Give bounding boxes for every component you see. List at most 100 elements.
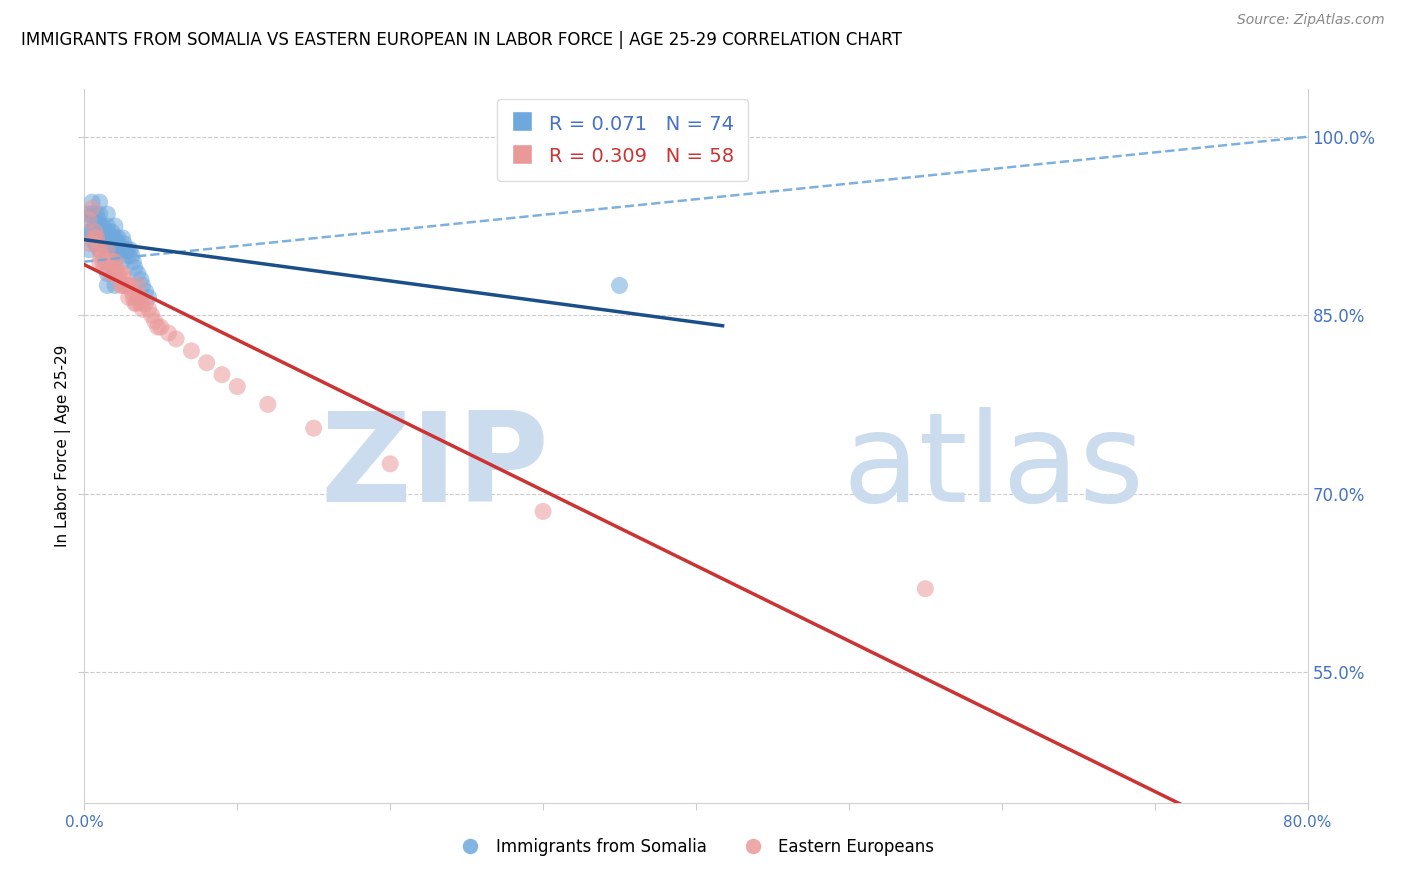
Point — [89, 243, 111, 257]
Point — [89, 243, 111, 257]
Point — [101, 236, 124, 251]
Point — [157, 326, 180, 340]
Point — [135, 285, 157, 299]
Point — [104, 243, 127, 257]
Point — [111, 267, 134, 281]
Point — [90, 236, 112, 251]
Point — [107, 243, 129, 257]
Point — [103, 231, 125, 245]
Point — [135, 296, 157, 310]
Point — [115, 243, 138, 257]
Point — [128, 290, 150, 304]
Point — [107, 267, 129, 281]
Point — [87, 231, 110, 245]
Point — [94, 225, 117, 239]
Point — [114, 278, 136, 293]
Point — [131, 278, 153, 293]
Point — [101, 254, 124, 268]
Point — [86, 231, 108, 245]
Point — [111, 231, 134, 245]
Point — [97, 225, 120, 239]
Point — [120, 243, 142, 257]
Point — [89, 219, 111, 233]
Point — [531, 504, 554, 518]
Point — [94, 254, 117, 268]
Point — [84, 236, 107, 251]
Point — [83, 225, 105, 239]
Legend: Immigrants from Somalia, Eastern Europeans: Immigrants from Somalia, Eastern Europea… — [451, 831, 941, 863]
Point — [127, 267, 149, 281]
Point — [96, 254, 118, 268]
Point — [94, 236, 117, 251]
Point — [112, 236, 135, 251]
Point — [97, 254, 120, 268]
Point — [90, 249, 112, 263]
Point — [110, 243, 132, 257]
Point — [105, 260, 128, 275]
Point — [80, 231, 103, 245]
Point — [80, 195, 103, 210]
Point — [93, 260, 115, 275]
Point — [79, 236, 101, 251]
Point — [211, 368, 233, 382]
Point — [104, 254, 127, 268]
Point — [79, 207, 101, 221]
Point — [108, 236, 131, 251]
Point — [101, 225, 124, 239]
Text: ZIP: ZIP — [321, 407, 550, 528]
Point — [104, 267, 127, 281]
Point — [124, 260, 146, 275]
Text: IMMIGRANTS FROM SOMALIA VS EASTERN EUROPEAN IN LABOR FORCE | AGE 25-29 CORRELATI: IMMIGRANTS FROM SOMALIA VS EASTERN EUROP… — [21, 31, 903, 49]
Y-axis label: In Labor Force | Age 25-29: In Labor Force | Age 25-29 — [55, 345, 70, 547]
Point — [98, 267, 121, 281]
Point — [122, 254, 145, 268]
Point — [96, 219, 118, 233]
Point — [112, 272, 135, 286]
Point — [77, 213, 100, 227]
Point — [110, 278, 132, 293]
Point — [86, 207, 108, 221]
Point — [257, 397, 280, 411]
Point — [103, 243, 125, 257]
Point — [104, 254, 127, 268]
Point — [914, 582, 936, 596]
Point — [120, 278, 142, 293]
Point — [149, 320, 172, 334]
Text: atlas: atlas — [842, 407, 1144, 528]
Point — [84, 225, 107, 239]
Point — [93, 236, 115, 251]
Point — [97, 236, 120, 251]
Point — [141, 308, 163, 322]
Point — [129, 272, 152, 286]
Point — [89, 231, 111, 245]
Point — [111, 243, 134, 257]
Point — [98, 231, 121, 245]
Point — [104, 219, 127, 233]
Point — [86, 219, 108, 233]
Point — [104, 278, 127, 293]
Point — [104, 231, 127, 245]
Point — [111, 278, 134, 293]
Point — [103, 267, 125, 281]
Point — [380, 457, 402, 471]
Point — [89, 254, 111, 268]
Point — [96, 243, 118, 257]
Point — [180, 343, 202, 358]
Point — [80, 201, 103, 215]
Point — [114, 243, 136, 257]
Point — [83, 207, 105, 221]
Point — [226, 379, 249, 393]
Point — [609, 278, 631, 293]
Point — [91, 219, 114, 233]
Point — [96, 207, 118, 221]
Point — [127, 278, 149, 293]
Point — [104, 267, 127, 281]
Point — [90, 225, 112, 239]
Point — [302, 421, 325, 435]
Point — [195, 356, 218, 370]
Point — [129, 296, 152, 310]
Point — [84, 219, 107, 233]
Point — [122, 290, 145, 304]
Point — [125, 296, 148, 310]
Point — [80, 213, 103, 227]
